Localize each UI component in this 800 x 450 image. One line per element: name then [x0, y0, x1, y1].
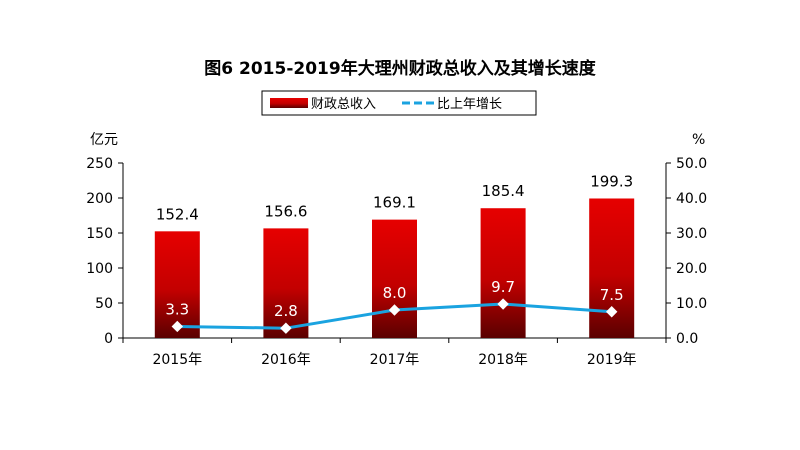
y-left-tick-label: 0	[104, 331, 113, 347]
growth-point-marker	[280, 322, 292, 334]
bar-data-label: 199.3	[590, 172, 633, 190]
chart-title: 图6 2015-2019年大理州财政总收入及其增长速度	[204, 58, 596, 79]
y-right-tick-label: 20.0	[676, 261, 707, 277]
bar-data-label: 185.4	[482, 182, 525, 200]
growth-point-marker	[388, 304, 401, 316]
y-left-tick-label: 200	[86, 191, 113, 207]
y-left-tick-label: 250	[86, 156, 113, 172]
bar	[154, 231, 200, 338]
line-labels: 3.3 2.8 8.0 9.7 7.5	[165, 278, 623, 320]
growth-data-label: 7.5	[600, 286, 624, 304]
line-series	[171, 298, 618, 334]
growth-point-marker	[171, 320, 184, 333]
legend-line-label: 比上年增长	[437, 97, 502, 112]
bar	[480, 208, 526, 338]
x-tick-label: 2018年	[478, 352, 528, 368]
bar-data-label: 152.4	[156, 205, 199, 223]
y-left-tick-label: 150	[86, 226, 113, 242]
x-ticks: 2015年 2016年 2017年 2018年 2019年	[122, 338, 667, 368]
y-right-ticks: 0.0 10.0 20.0 30.0 40.0 50.0	[666, 156, 707, 347]
y-right-tick-label: 30.0	[676, 226, 707, 242]
y-right-tick-label: 0.0	[676, 331, 698, 347]
y-left-tick-label: 50	[95, 296, 113, 312]
growth-data-label: 2.8	[274, 302, 298, 320]
legend-bar-label: 财政总收入	[311, 97, 376, 112]
growth-point-marker	[605, 306, 618, 318]
legend: 财政总收入 比上年增长	[261, 90, 537, 116]
x-tick-label: 2019年	[587, 352, 637, 368]
legend-bar-swatch	[270, 98, 308, 108]
y-left-unit: 亿元	[90, 132, 118, 148]
bar-series	[154, 198, 635, 338]
x-tick-label: 2017年	[370, 352, 420, 368]
growth-point-marker	[497, 298, 509, 310]
y-left-ticks: 0 50 100 150 200 250	[86, 156, 123, 347]
bar	[372, 219, 417, 338]
y-right-tick-label: 40.0	[676, 191, 707, 207]
y-right-tick-label: 50.0	[676, 156, 707, 172]
growth-data-label: 9.7	[491, 278, 515, 296]
bar	[263, 228, 309, 338]
y-left-tick-label: 100	[86, 261, 113, 277]
bar-labels: 152.4 156.6 169.1 185.4 199.3	[156, 172, 633, 223]
growth-data-label: 8.0	[383, 284, 407, 302]
x-tick-label: 2015年	[152, 352, 202, 368]
x-tick-label: 2016年	[261, 352, 311, 368]
growth-data-label: 3.3	[165, 300, 189, 318]
y-right-tick-label: 10.0	[676, 296, 707, 312]
bar-data-label: 156.6	[264, 202, 307, 220]
bar-data-label: 169.1	[373, 194, 416, 212]
y-right-unit: %	[692, 132, 705, 148]
